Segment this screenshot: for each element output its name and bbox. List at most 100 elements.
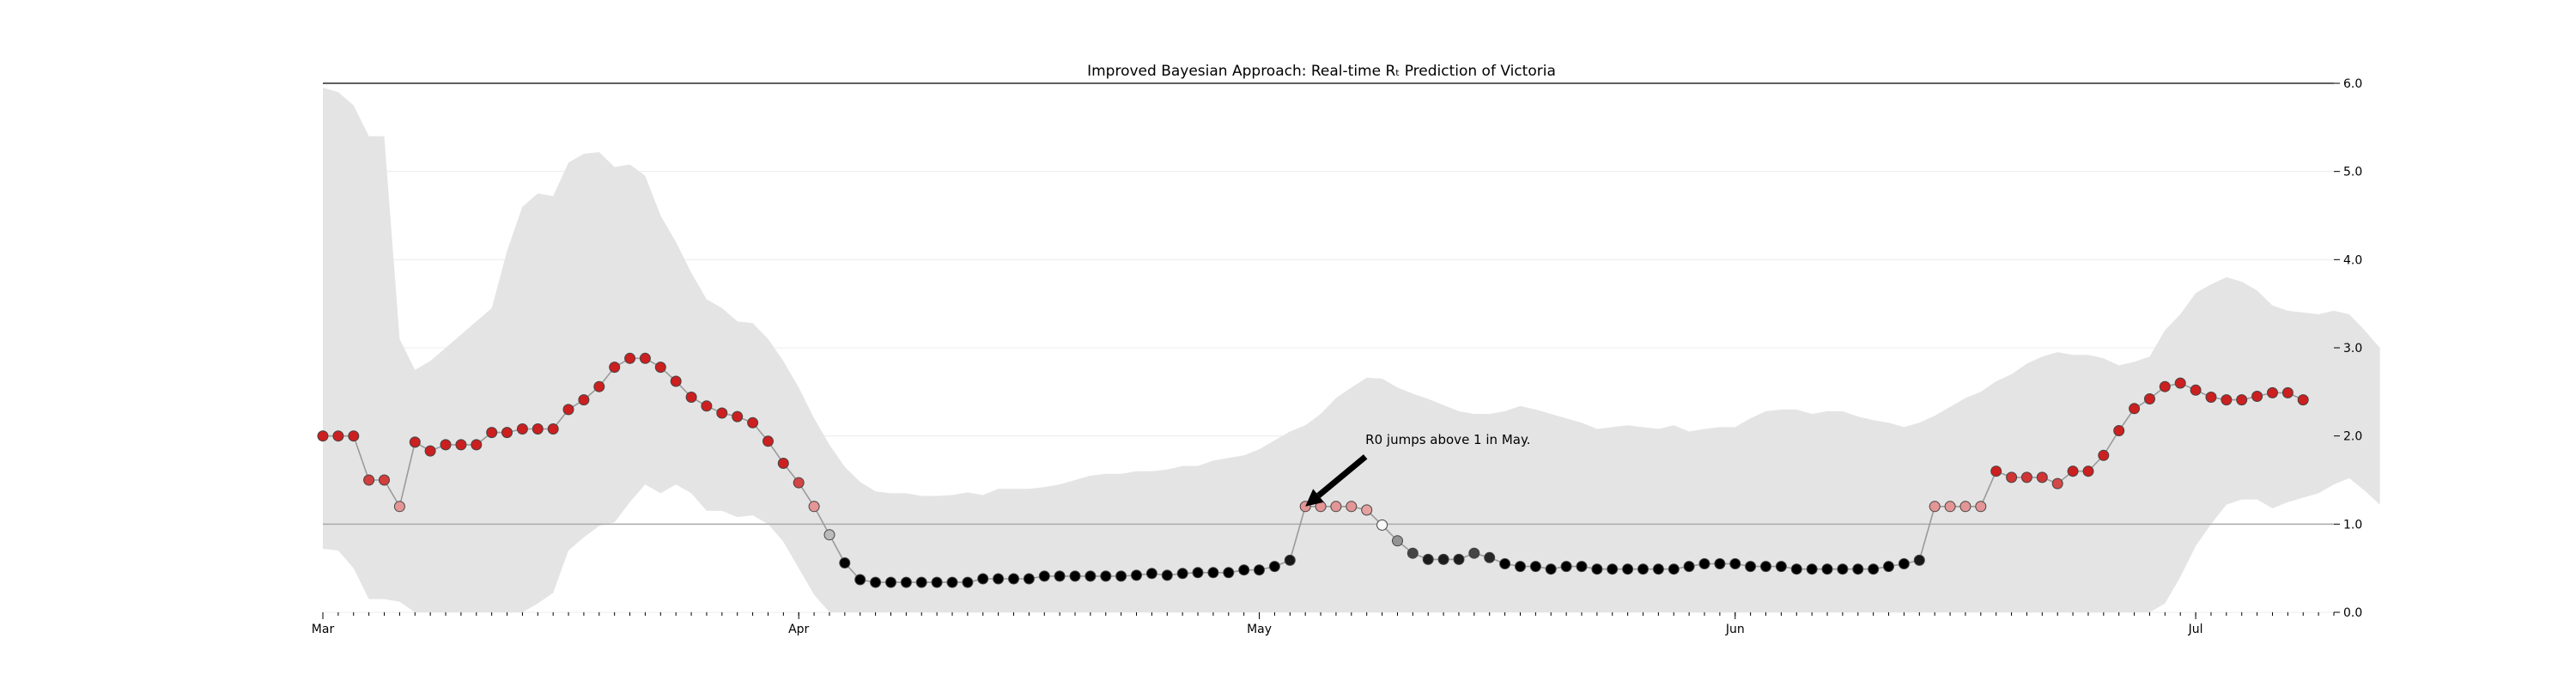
data-point xyxy=(1406,547,1419,559)
data-point xyxy=(1529,561,1541,573)
data-point xyxy=(1437,553,1449,565)
data-point xyxy=(1084,570,1097,582)
annotation-text: R0 jumps above 1 in May. xyxy=(1365,432,1530,447)
data-point xyxy=(1837,563,1849,575)
data-point xyxy=(1576,561,1588,573)
data-point xyxy=(1714,558,1726,569)
data-point xyxy=(1560,561,1572,573)
data-point xyxy=(1422,553,1434,565)
y-tick-label: 0.0 xyxy=(2343,606,2362,620)
data-point xyxy=(823,529,835,541)
annotation-arrow-head xyxy=(1305,489,1324,507)
data-point xyxy=(2020,471,2032,483)
data-point xyxy=(793,477,805,489)
data-point xyxy=(2006,471,2018,483)
data-point xyxy=(2113,425,2125,436)
y-tick-label: 5.0 xyxy=(2343,166,2362,179)
data-point xyxy=(1069,570,1081,582)
data-point xyxy=(455,439,467,451)
data-point xyxy=(2251,391,2263,402)
data-point xyxy=(1652,563,1664,575)
data-point xyxy=(1176,568,1188,580)
data-point xyxy=(562,404,574,416)
data-point xyxy=(915,576,927,588)
x-tick-label: Jun xyxy=(1725,623,1745,636)
data-point xyxy=(946,576,958,588)
data-point xyxy=(977,573,989,585)
data-point xyxy=(777,458,789,469)
x-tick-label: May xyxy=(1247,623,1272,636)
band-area xyxy=(323,88,2380,613)
data-point xyxy=(854,574,866,586)
data-point xyxy=(2129,403,2141,415)
data-point xyxy=(808,501,820,513)
data-point xyxy=(1775,561,1787,573)
y-tick-label: 1.0 xyxy=(2343,518,2362,532)
data-point xyxy=(1376,519,1388,531)
data-point xyxy=(962,576,974,588)
data-point xyxy=(2281,386,2293,398)
data-point xyxy=(900,576,912,588)
data-point xyxy=(716,407,728,419)
data-point xyxy=(516,423,528,435)
x-tick-label: Jul xyxy=(2188,623,2203,636)
data-point xyxy=(670,375,682,387)
data-point xyxy=(1545,563,1557,575)
data-point xyxy=(624,352,636,364)
data-point xyxy=(1959,501,1971,513)
chart-title: Improved Bayesian Approach: Real-time Rₜ… xyxy=(1087,63,1556,80)
data-point xyxy=(839,557,851,568)
data-point xyxy=(1131,569,1142,581)
data-point xyxy=(2051,477,2063,489)
data-point xyxy=(1591,563,1603,575)
data-point xyxy=(2067,465,2079,477)
data-point xyxy=(348,430,360,442)
data-point xyxy=(363,474,375,486)
data-point xyxy=(501,427,513,439)
data-point xyxy=(1145,568,1157,580)
data-point xyxy=(1392,535,1403,547)
credible-interval-band xyxy=(323,88,2380,613)
data-point xyxy=(654,362,666,374)
data-point xyxy=(424,445,436,457)
data-point xyxy=(2267,386,2278,398)
data-point xyxy=(1760,561,1771,573)
data-point xyxy=(1361,504,1373,516)
x-tick-label: Mar xyxy=(312,623,335,636)
data-point xyxy=(1254,564,1265,576)
data-point xyxy=(1821,563,1833,575)
data-point xyxy=(1683,561,1695,573)
data-point xyxy=(993,573,1005,585)
data-point xyxy=(1115,570,1127,582)
data-point xyxy=(547,423,559,435)
data-point xyxy=(317,430,329,442)
data-point xyxy=(1806,563,1818,575)
data-point xyxy=(2236,394,2248,406)
data-point xyxy=(609,362,621,374)
y-tick-label: 6.0 xyxy=(2343,77,2362,91)
data-point xyxy=(379,474,390,486)
data-point xyxy=(1745,561,1757,573)
data-point xyxy=(2205,392,2217,403)
data-point xyxy=(2297,394,2309,406)
data-point xyxy=(1790,563,1802,575)
data-point xyxy=(440,439,452,451)
data-point xyxy=(1622,563,1634,575)
data-point xyxy=(593,380,605,392)
series-line xyxy=(323,357,2304,583)
data-point xyxy=(1499,558,1511,569)
data-point xyxy=(931,576,943,588)
data-point xyxy=(1852,563,1864,575)
data-point xyxy=(2159,380,2171,392)
data-point xyxy=(747,416,759,429)
data-point xyxy=(1729,558,1741,569)
data-point xyxy=(393,501,405,513)
data-point xyxy=(2190,384,2202,396)
data-point xyxy=(332,430,344,442)
annotation-arrow-shaft xyxy=(1316,454,1368,498)
data-point xyxy=(1698,558,1710,569)
data-point xyxy=(409,436,421,448)
data-point xyxy=(1929,501,1941,513)
data-point xyxy=(870,576,882,588)
data-point xyxy=(1330,501,1342,513)
